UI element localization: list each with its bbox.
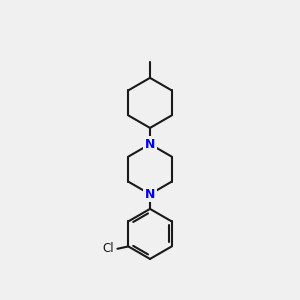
Text: Cl: Cl <box>103 242 115 255</box>
Text: N: N <box>145 138 155 151</box>
Text: N: N <box>145 188 155 201</box>
